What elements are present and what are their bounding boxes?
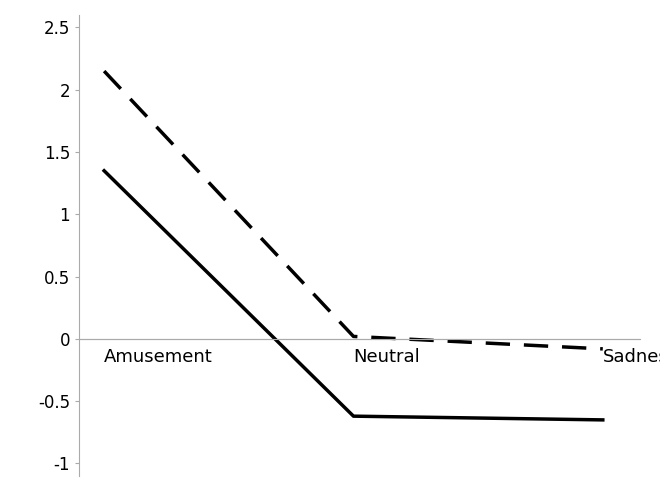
Text: Neutral: Neutral xyxy=(354,348,420,366)
Text: Amusement: Amusement xyxy=(104,348,213,366)
Text: Sadness: Sadness xyxy=(603,348,660,366)
